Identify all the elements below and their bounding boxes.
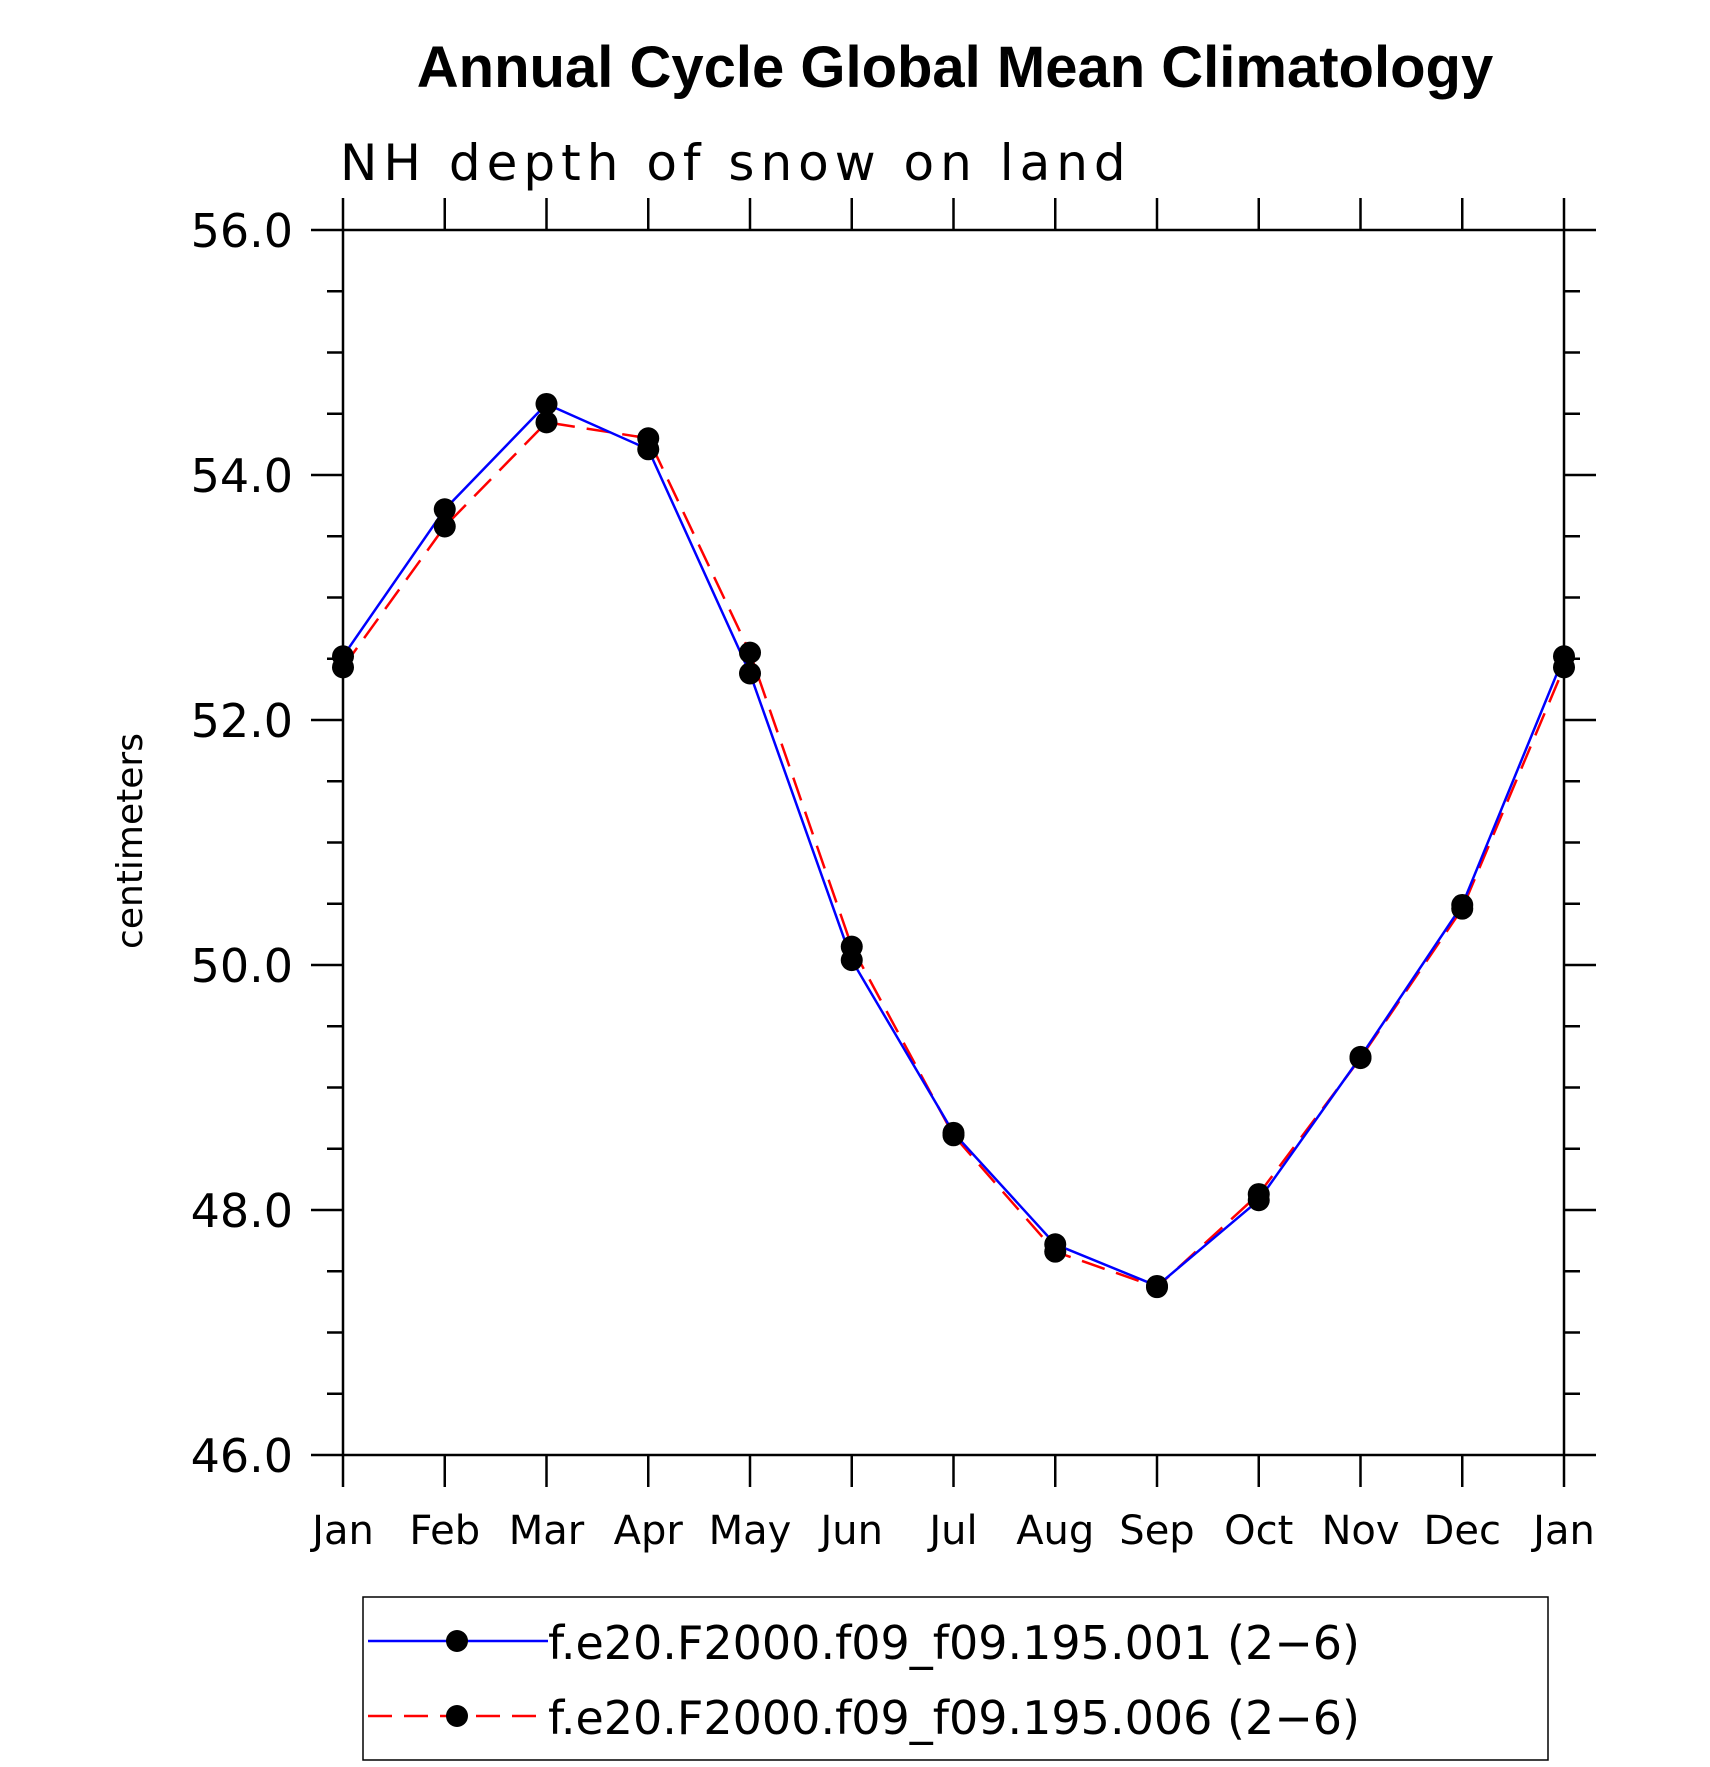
y-axis-ticks	[311, 228, 1596, 1457]
x-tick-label: Jan	[309, 1508, 374, 1554]
legend-label-series-2: f.e20.F2000.f09_f09.195.006 (2−6)	[548, 1691, 1360, 1745]
chart-title: Annual Cycle Global Mean Climatology	[417, 35, 1493, 100]
y-axis-tick-labels: 46.0 48.0 50.0 52.0 54.0 56.0	[191, 204, 293, 1483]
y-tick-label: 48.0	[191, 1184, 293, 1238]
series-point	[637, 427, 660, 450]
x-tick-label: Jun	[818, 1508, 884, 1554]
legend: f.e20.F2000.f09_f09.195.001 (2−6) f.e20.…	[362, 1596, 1549, 1761]
series-point	[739, 662, 761, 685]
y-axis-label: centimeters	[110, 733, 151, 949]
series-point	[1349, 1047, 1372, 1070]
series-point	[332, 656, 354, 679]
y-tick-label: 52.0	[191, 694, 293, 748]
x-tick-label: May	[709, 1508, 792, 1554]
legend-marker-series-2	[446, 1705, 468, 1727]
series-point	[433, 498, 456, 521]
x-axis-tick-labels: Jan Feb Mar Apr May Jun Jul Aug Sep Oct Nov Dec Jan	[309, 1508, 1595, 1554]
x-tick-label: Nov	[1321, 1508, 1399, 1554]
series-line	[341, 420, 1566, 1289]
series-point	[739, 641, 761, 664]
series-point	[840, 935, 863, 958]
legend-label-series-1: f.e20.F2000.f09_f09.195.001 (2−6)	[548, 1616, 1360, 1670]
series-point	[1451, 897, 1474, 920]
x-tick-label: Aug	[1016, 1508, 1094, 1554]
x-tick-label: Dec	[1424, 1508, 1501, 1554]
chart-subtitle: NH depth of snow on land	[340, 134, 1132, 192]
legend-box	[362, 1596, 1549, 1761]
series-point	[942, 1124, 965, 1147]
y-tick-label: 46.0	[191, 1429, 293, 1483]
x-tick-label: Mar	[509, 1508, 585, 1554]
x-tick-label: Oct	[1224, 1508, 1293, 1554]
series-line	[341, 402, 1566, 1288]
y-tick-label: 50.0	[191, 939, 293, 993]
y-tick-label: 54.0	[191, 449, 293, 503]
series-point	[1247, 1183, 1270, 1206]
series-point	[1044, 1240, 1067, 1263]
x-tick-label: Jan	[1530, 1508, 1595, 1554]
x-axis-ticks	[341, 198, 1566, 1487]
x-tick-label: Apr	[614, 1508, 684, 1554]
series-point	[433, 515, 456, 538]
plot-frame	[341, 228, 1566, 1457]
series-point	[1553, 656, 1575, 679]
series-point	[1146, 1276, 1168, 1299]
y-tick-label: 56.0	[191, 204, 293, 258]
series-layer	[332, 392, 1575, 1299]
series-point	[535, 392, 558, 415]
legend-marker-series-1	[446, 1630, 468, 1652]
x-tick-label: Jul	[926, 1508, 977, 1554]
x-tick-label: Sep	[1119, 1508, 1194, 1554]
x-tick-label: Feb	[409, 1508, 480, 1554]
series-point	[535, 411, 558, 434]
